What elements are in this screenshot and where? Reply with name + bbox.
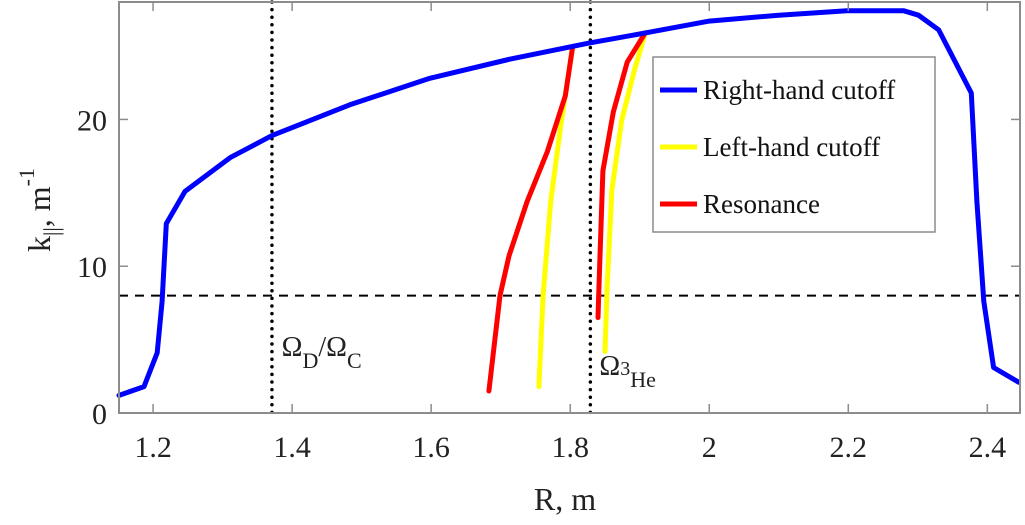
left-hand-cutoff-line — [602, 30, 648, 354]
x-tick-label: 1.2 — [134, 431, 172, 464]
x-tick-label: 1.8 — [551, 431, 589, 464]
resonance-line — [486, 46, 575, 394]
x-tick-label: 1.6 — [412, 431, 450, 464]
legend-entry-label: Left-hand cutoff — [703, 132, 880, 162]
annotation-omega-3he: Ω3He — [599, 351, 655, 392]
right-hand-cutoff-line — [116, 8, 1022, 398]
y-axis-label: k||, m-1 — [14, 168, 64, 252]
x-tick-label: 2 — [702, 431, 717, 464]
x-axis-label: R, m — [534, 481, 596, 517]
legend-entry-label: Right-hand cutoff — [703, 75, 895, 105]
x-tick-label: 2.4 — [969, 431, 1007, 464]
axes: 1.2 1.4 1.6 1.8 2 2.2 2.4 0 10 20 — [77, 1, 1021, 464]
legend: Right-hand cutoff Left-hand cutoff Resonan… — [652, 56, 936, 233]
y-tick-label: 0 — [92, 398, 107, 431]
x-tick-label: 2.2 — [830, 431, 868, 464]
y-tick-label: 20 — [77, 104, 107, 137]
annotation-omega-d-omega-c: ΩD/ΩC — [282, 332, 362, 373]
annotations: ΩD/ΩC Ω3He — [282, 332, 656, 392]
resonance-line — [595, 30, 648, 321]
x-tick-label: 1.4 — [273, 431, 311, 464]
legend-box — [652, 56, 936, 233]
series-layer — [116, 8, 1022, 398]
y-tick-label: 10 — [77, 251, 107, 284]
reference-lines — [119, 0, 1020, 415]
legend-entry-label: Resonance — [703, 189, 820, 219]
